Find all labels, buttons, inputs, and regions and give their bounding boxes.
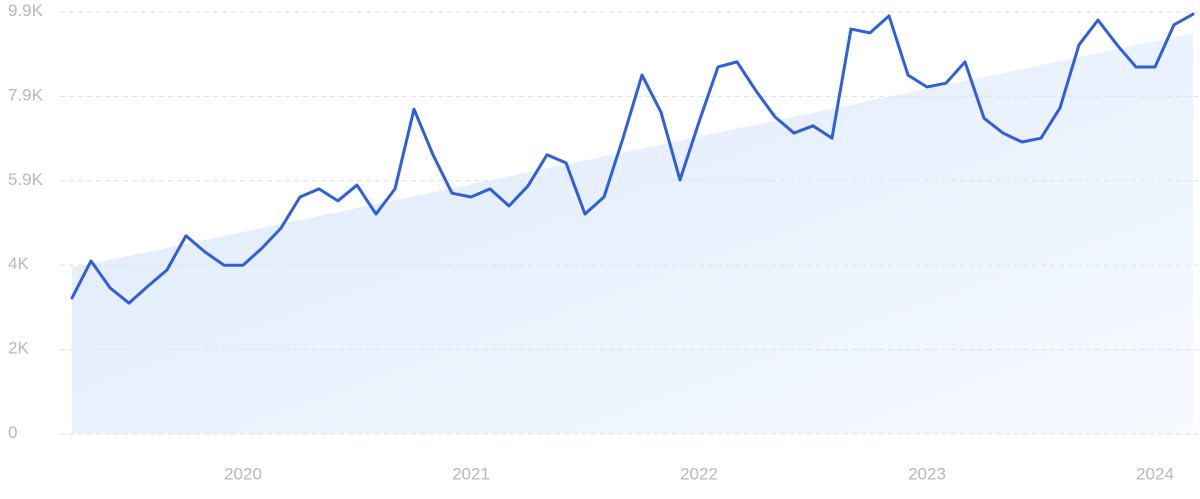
y-tick-label: 5.9K — [8, 170, 44, 189]
x-tick-label: 2022 — [680, 464, 718, 483]
x-tick-label: 2024 — [1136, 464, 1174, 483]
y-tick-label: 7.9K — [8, 85, 44, 104]
y-tick-label: 0 — [8, 423, 17, 442]
series-line — [70, 12, 1195, 305]
y-tick-label: 4K — [8, 254, 29, 273]
x-tick-label: 2020 — [224, 464, 262, 483]
trend-area — [72, 33, 1193, 434]
y-tick-label: 9.9K — [8, 1, 44, 20]
y-tick-label: 2K — [8, 339, 29, 358]
x-tick-label: 2021 — [452, 464, 490, 483]
x-tick-label: 2023 — [908, 464, 946, 483]
